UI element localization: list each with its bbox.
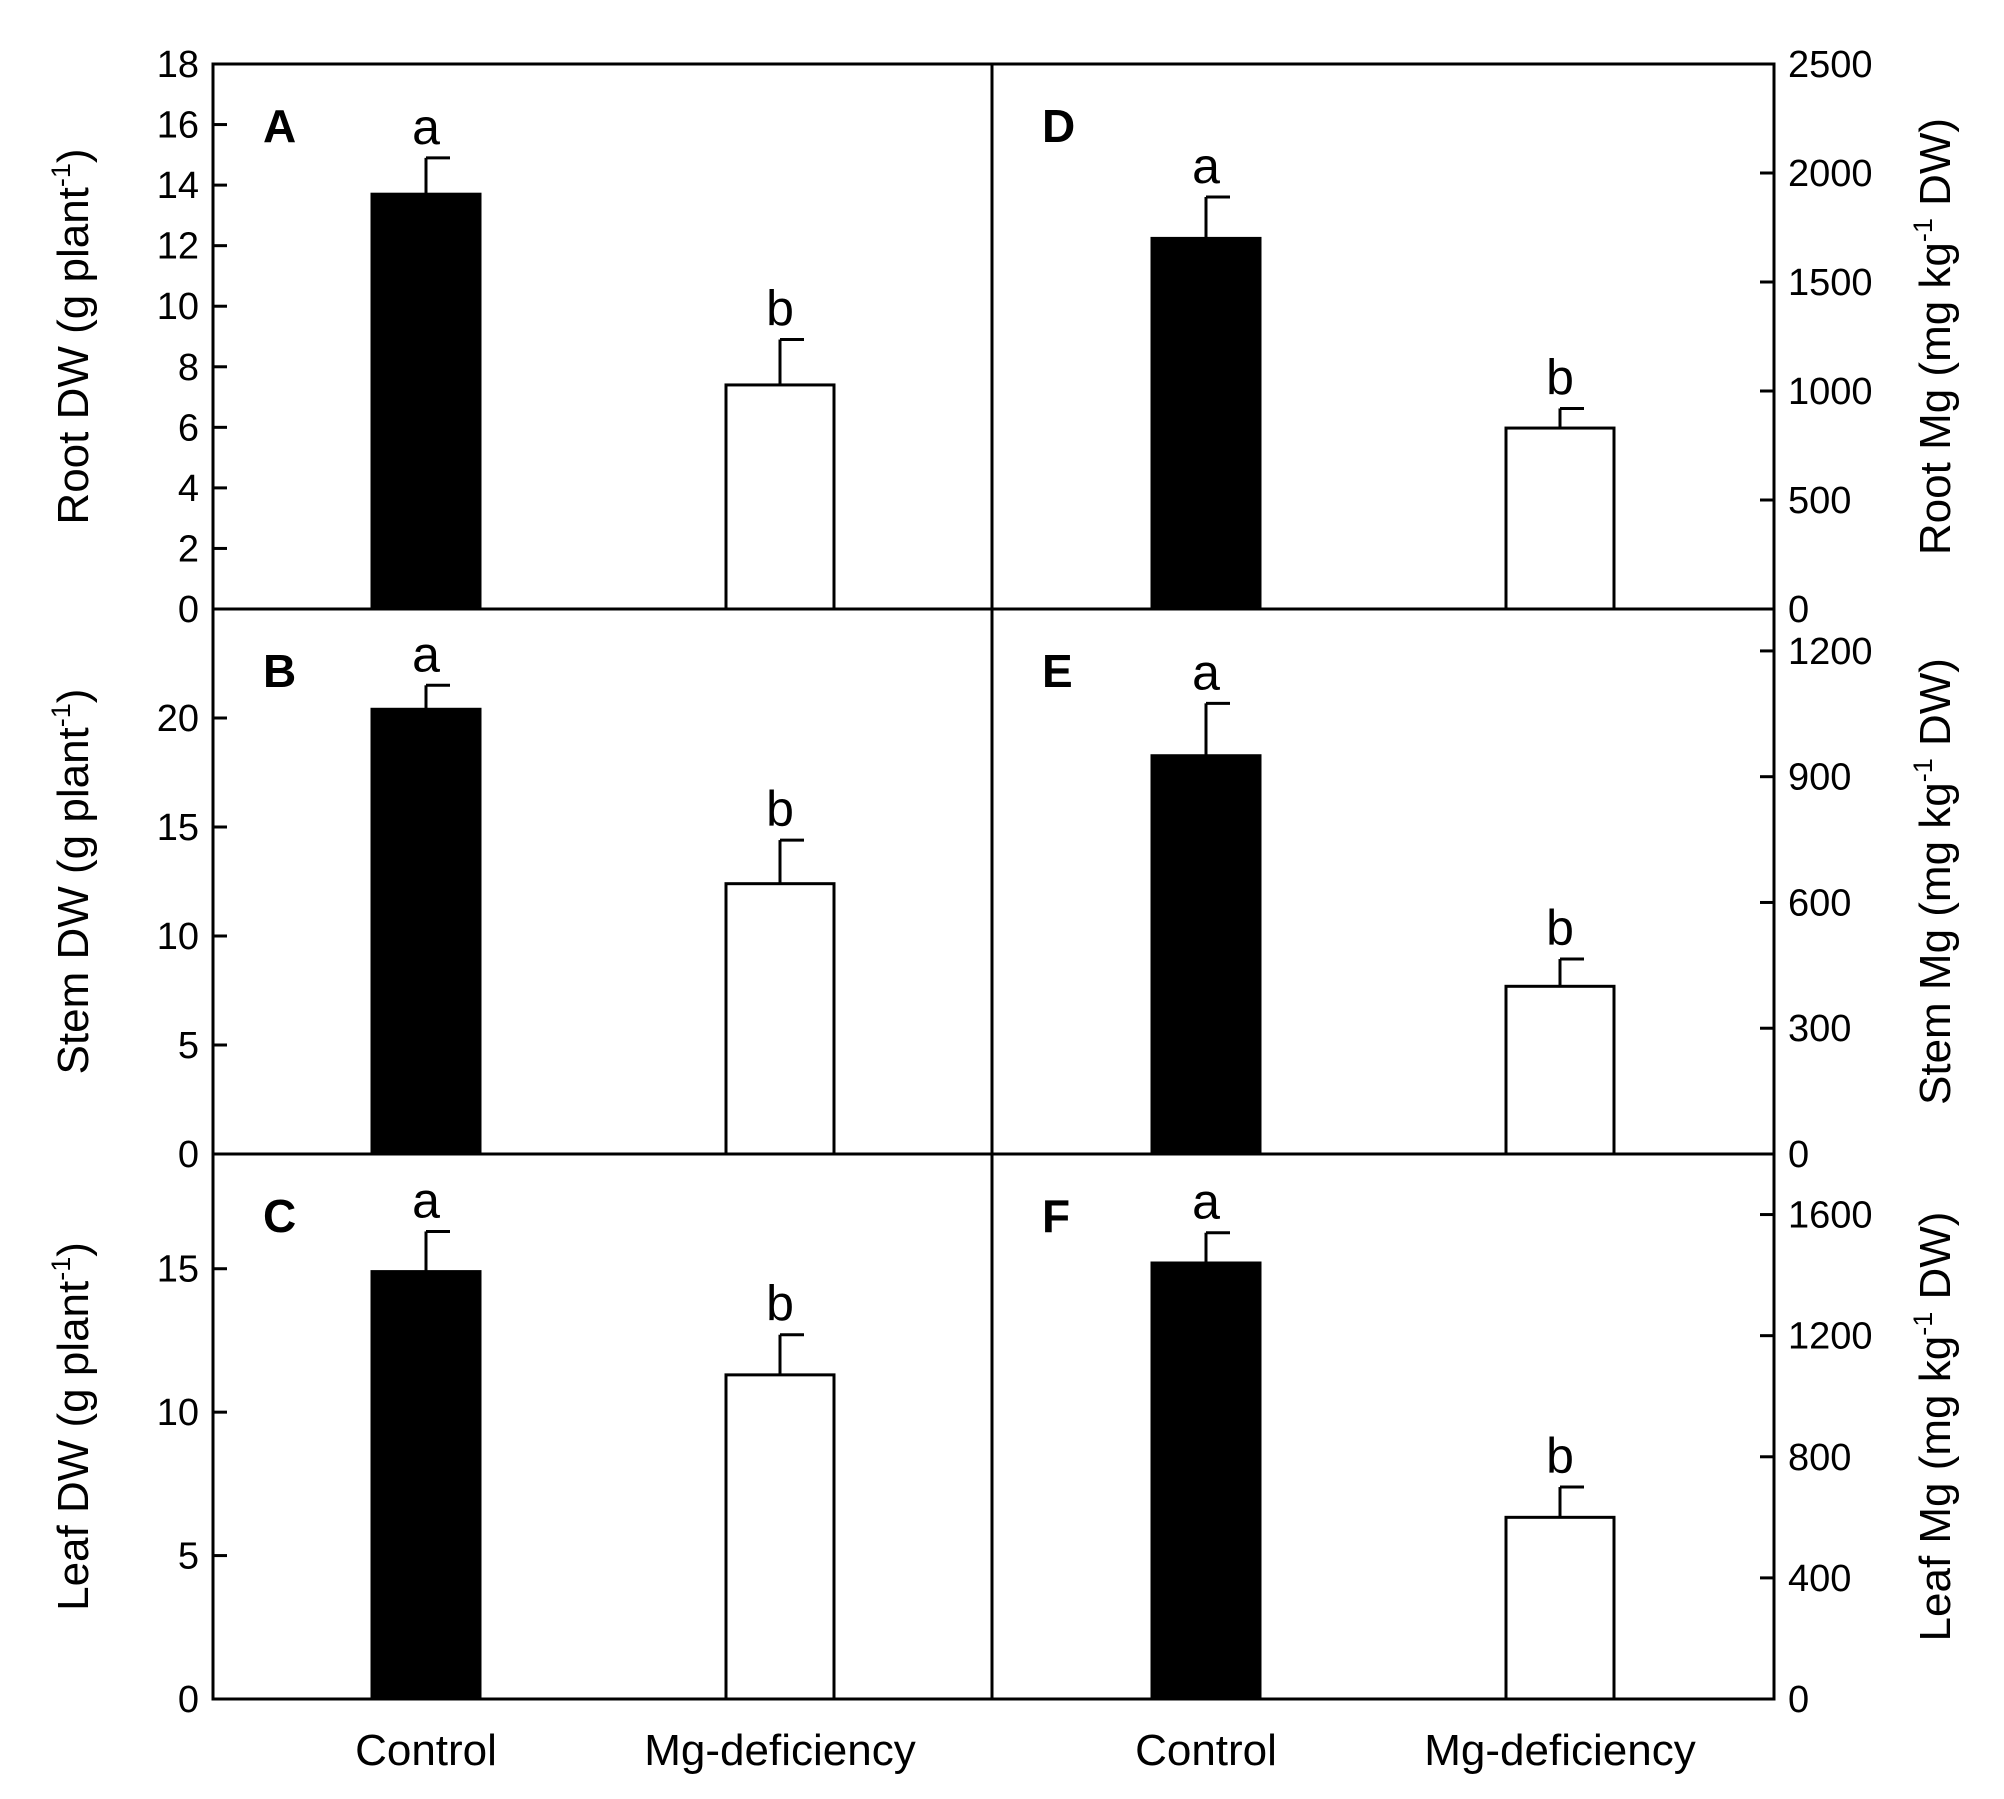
panel-e-ytick-label-3: 900 (1788, 757, 1851, 799)
panel-e-letter: E (1042, 645, 1073, 697)
panel-e-sig-letter-1: b (1546, 900, 1574, 956)
panel-a-ytick-label-6: 12 (157, 226, 199, 268)
panel-b-ytick-label-4: 20 (157, 698, 199, 740)
panel-e-ylabel: Stem Mg (mg kg-1 DW) (1908, 658, 1960, 1105)
panel-b-ytick-label-0: 0 (178, 1134, 199, 1176)
panel-a-ytick-label-4: 8 (178, 347, 199, 389)
panel-c-category-0: Control (355, 1726, 497, 1775)
panel-f-sig-letter-1: b (1546, 1428, 1574, 1484)
panel-c-ylabel: Leaf DW (g plant-1) (46, 1242, 98, 1611)
panel-c-sig-letter-1: b (766, 1276, 794, 1332)
panel-d-ytick-label-4: 2000 (1788, 153, 1873, 195)
panel-a-ytick-label-9: 18 (157, 44, 199, 86)
panel-c-category-1: Mg-deficiency (644, 1726, 915, 1775)
panel-a-sig-letter-0: a (412, 99, 440, 155)
panel-f-category-1: Mg-deficiency (1424, 1726, 1695, 1775)
panel-f-letter: F (1042, 1190, 1070, 1242)
panel-a-ytick-label-0: 0 (178, 589, 199, 631)
panel-d-ytick-label-1: 500 (1788, 480, 1851, 522)
panel-e-ytick-label-0: 0 (1788, 1134, 1809, 1176)
panel-f-bar-1 (1504, 1515, 1616, 1701)
panel-e-bar-1 (1504, 984, 1616, 1156)
panel-f-ytick-label-3: 1200 (1788, 1316, 1873, 1358)
panel-d-sig-letter-0: a (1192, 138, 1220, 194)
panel-c-bar-0 (370, 1270, 482, 1701)
panel-b-bar-0 (370, 707, 482, 1156)
panel-d-ytick-label-5: 2500 (1788, 44, 1873, 86)
panel-e-sig-letter-0: a (1192, 644, 1220, 700)
panel-f-ytick-label-4: 1600 (1788, 1195, 1873, 1237)
panel-b-sig-letter-1: b (766, 781, 794, 837)
panel-e-ytick-label-1: 300 (1788, 1008, 1851, 1050)
panel-f-ytick-label-1: 400 (1788, 1558, 1851, 1600)
panel-d-bar-0 (1150, 236, 1262, 611)
panel-a-ytick-label-2: 4 (178, 468, 199, 510)
panel-e-ytick-label-4: 1200 (1788, 631, 1873, 673)
panel-d-ytick-label-3: 1500 (1788, 262, 1873, 304)
panel-d-ytick-label-0: 0 (1788, 589, 1809, 631)
panel-a-bar-1 (724, 383, 836, 611)
panel-c-ytick-label-0: 0 (178, 1679, 199, 1721)
panel-c-sig-letter-0: a (412, 1172, 440, 1228)
panel-b-ytick-label-2: 10 (157, 916, 199, 958)
panel-a-ytick-label-1: 2 (178, 528, 199, 570)
panel-a-letter: A (263, 100, 296, 152)
panel-c-ytick-label-3: 15 (157, 1249, 199, 1291)
panel-b-ylabel: Stem DW (g plant-1) (46, 689, 98, 1075)
panel-a-ylabel: Root DW (g plant-1) (46, 148, 98, 524)
panel-d-letter: D (1042, 100, 1075, 152)
panel-b-letter: B (263, 645, 296, 697)
panel-b-bar-1 (724, 882, 836, 1156)
panel-a-ytick-label-7: 14 (157, 165, 199, 207)
panel-a-bar-0 (370, 192, 482, 611)
panel-d-ytick-label-2: 1000 (1788, 371, 1873, 413)
panel-b-ytick-label-3: 15 (157, 807, 199, 849)
panel-f-ylabel: Leaf Mg (mg kg-1 DW) (1908, 1212, 1960, 1642)
panel-e-bar-0 (1150, 754, 1262, 1156)
panel-c-bar-1 (724, 1373, 836, 1701)
panel-d-sig-letter-1: b (1546, 349, 1574, 405)
panel-f-sig-letter-0: a (1192, 1174, 1220, 1230)
panel-d-bar-1 (1504, 426, 1616, 611)
panel-c-letter: C (263, 1190, 296, 1242)
panel-e-ytick-label-2: 600 (1788, 882, 1851, 924)
panel-a-ytick-label-8: 16 (157, 105, 199, 147)
panel-a-ytick-label-5: 10 (157, 286, 199, 328)
panel-f-ytick-label-0: 0 (1788, 1679, 1809, 1721)
panel-b-ytick-label-1: 5 (178, 1025, 199, 1067)
panel-f-ytick-label-2: 800 (1788, 1437, 1851, 1479)
panel-b-sig-letter-0: a (412, 626, 440, 682)
panel-f-bar-0 (1150, 1261, 1262, 1701)
panel-a-ytick-label-3: 6 (178, 407, 199, 449)
panel-f-category-0: Control (1135, 1726, 1277, 1775)
panel-d-ylabel: Root Mg (mg kg-1 DW) (1908, 118, 1960, 555)
panel-a-sig-letter-1: b (766, 281, 794, 337)
panel-c-ytick-label-2: 10 (157, 1392, 199, 1434)
panel-c-ytick-label-1: 5 (178, 1536, 199, 1578)
